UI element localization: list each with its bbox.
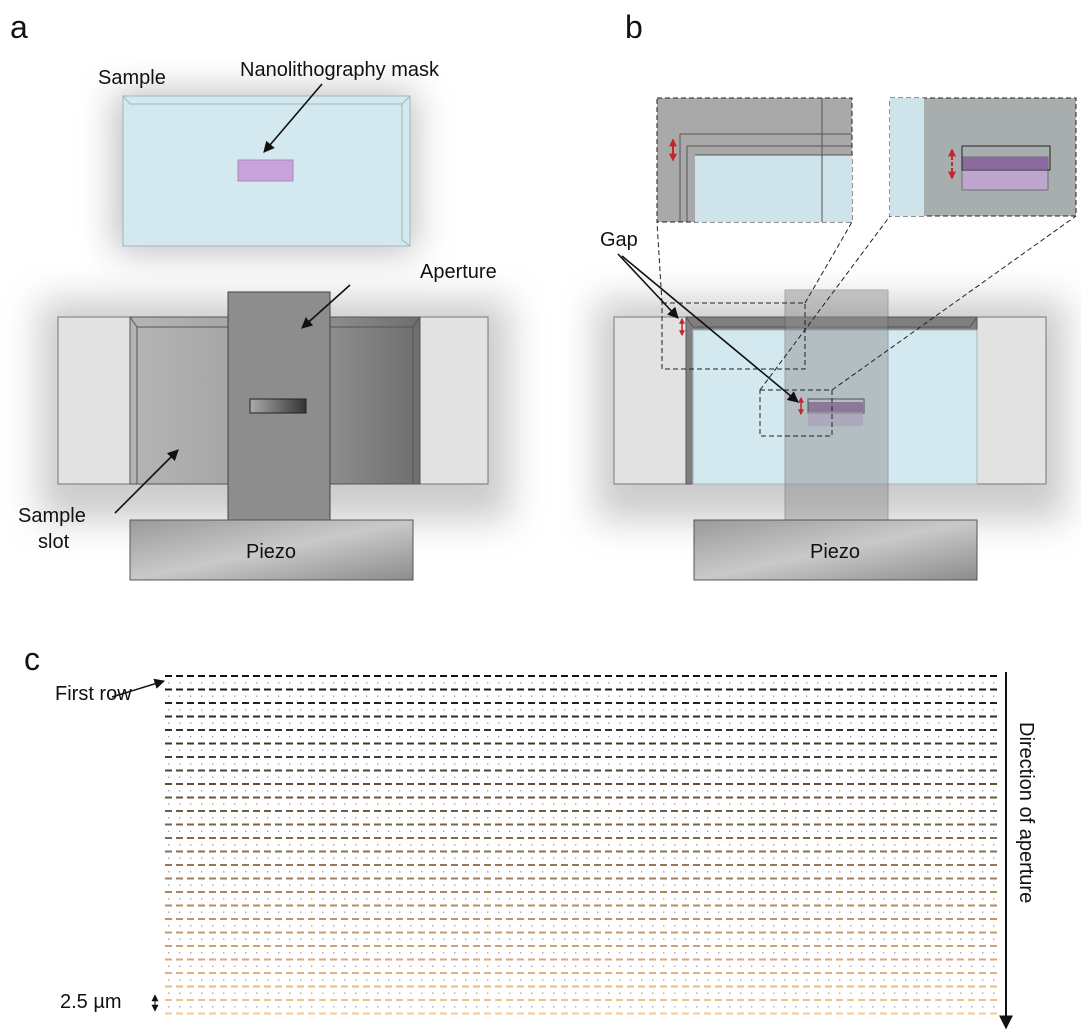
panel-label: b [625,9,643,45]
aperture-window [250,399,306,413]
label: Sample [18,505,86,527]
label: Nanolithography mask [240,59,440,81]
label: slot [38,531,70,553]
mask [238,160,293,181]
panel-a: a Sample Nanolithography mask Piezo Aper… [10,9,510,580]
sample [695,155,852,222]
panel-label: a [10,9,28,45]
label: Piezo [810,541,860,563]
sample [890,98,924,216]
label: Direction of aperture [1015,722,1037,903]
label: Aperture [420,261,497,283]
label: Piezo [246,541,296,563]
panel-label: c [24,641,40,677]
mask [962,157,1048,169]
label: Sample [98,67,166,89]
label: 2.5 µm [60,991,122,1013]
label: Gap [600,229,638,251]
figure: a Sample Nanolithography mask Piezo Aper… [0,0,1081,1034]
panel-c: c First row Direction of aperture 2.5 µm [24,641,1037,1028]
panel-b: b Piezo Gap [596,9,1076,580]
